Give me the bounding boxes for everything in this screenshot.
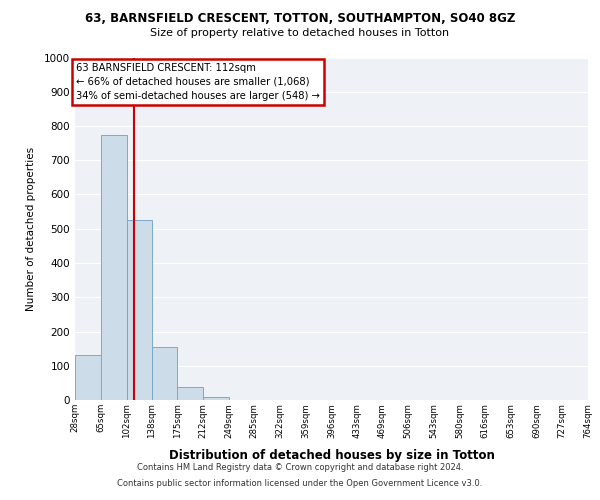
Text: 63 BARNSFIELD CRESCENT: 112sqm
← 66% of detached houses are smaller (1,068)
34% : 63 BARNSFIELD CRESCENT: 112sqm ← 66% of …	[76, 62, 320, 100]
Bar	[203, 398, 229, 400]
Bar	[101, 134, 127, 400]
Text: Contains public sector information licensed under the Open Government Licence v3: Contains public sector information licen…	[118, 478, 482, 488]
Text: 63, BARNSFIELD CRESCENT, TOTTON, SOUTHAMPTON, SO40 8GZ: 63, BARNSFIELD CRESCENT, TOTTON, SOUTHAM…	[85, 12, 515, 26]
Bar	[127, 220, 152, 400]
X-axis label: Distribution of detached houses by size in Totton: Distribution of detached houses by size …	[169, 449, 494, 462]
Bar	[178, 387, 203, 400]
Text: Contains HM Land Registry data © Crown copyright and database right 2024.: Contains HM Land Registry data © Crown c…	[137, 464, 463, 472]
Y-axis label: Number of detached properties: Number of detached properties	[26, 146, 35, 311]
Bar	[75, 356, 101, 400]
Text: Size of property relative to detached houses in Totton: Size of property relative to detached ho…	[151, 28, 449, 38]
Bar	[152, 347, 178, 400]
